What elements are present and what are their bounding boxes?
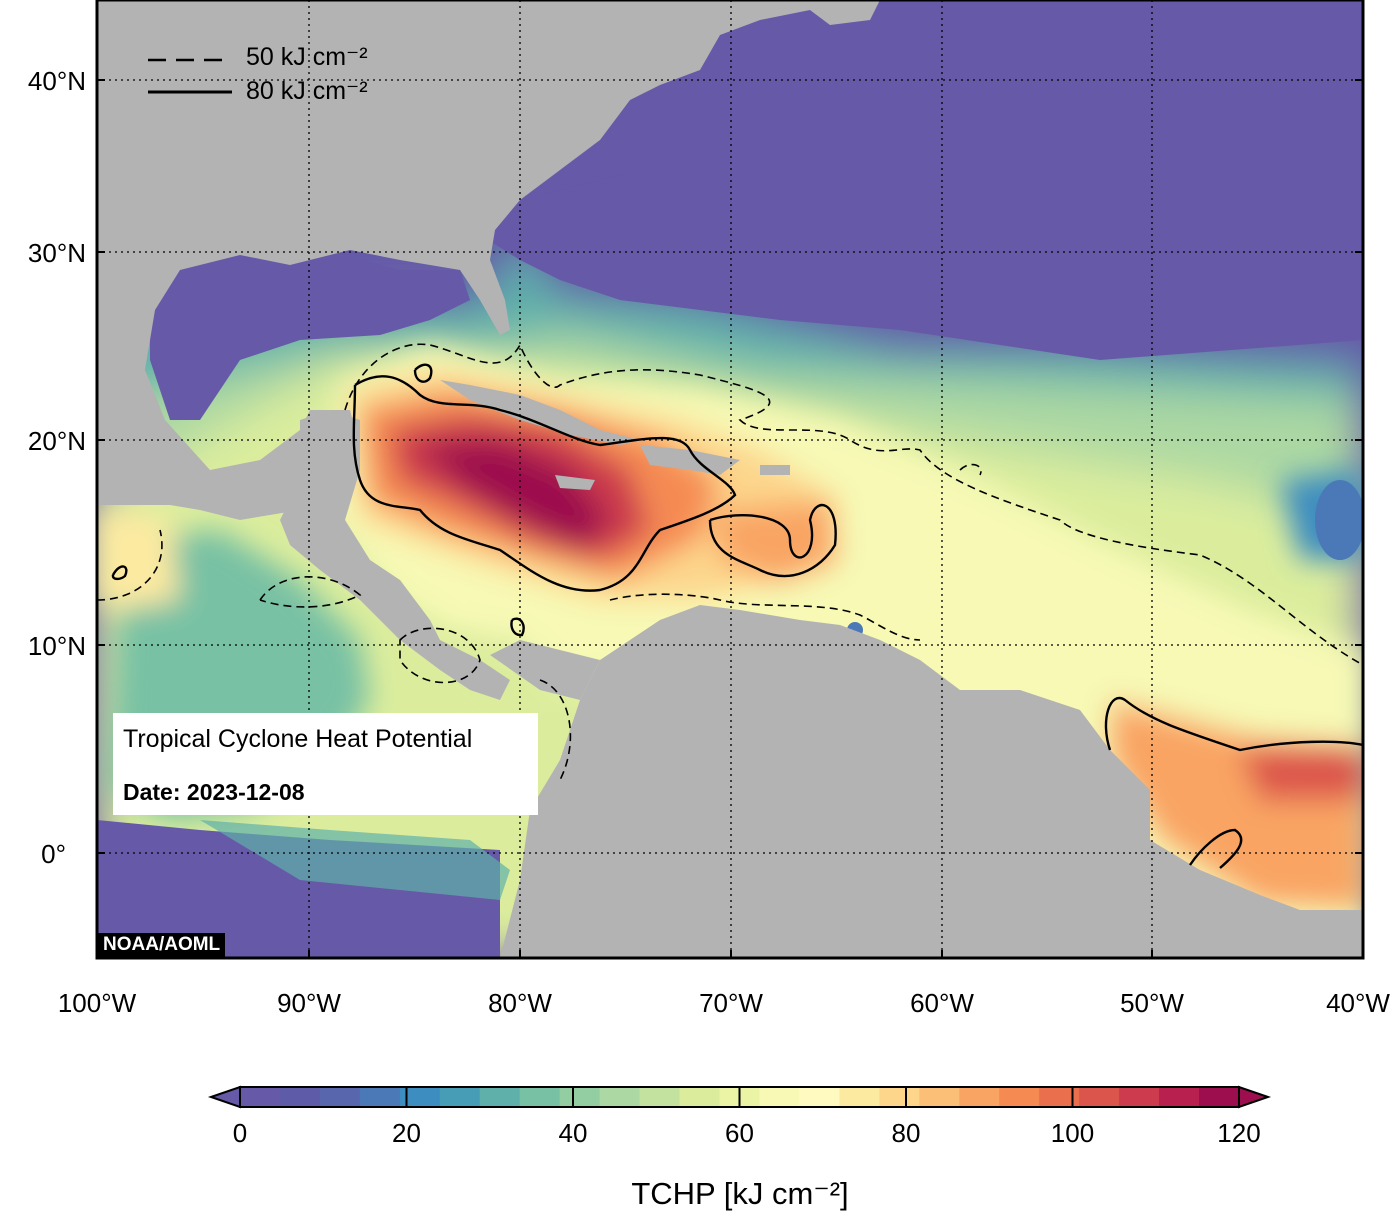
credit-badge: NOAA/AOML bbox=[98, 933, 226, 957]
legend-label-80: 80 kJ cm⁻² bbox=[246, 77, 368, 105]
colorbar-segment bbox=[759, 1087, 801, 1107]
colorbar-tick-label: 80 bbox=[892, 1118, 921, 1148]
contour-legend bbox=[148, 58, 232, 94]
colorbar-tick-label: 0 bbox=[233, 1118, 247, 1148]
colorbar-segment bbox=[1119, 1087, 1160, 1107]
colorbar-segment bbox=[839, 1087, 880, 1107]
colorbar-tick-label: 40 bbox=[559, 1118, 588, 1148]
lat-label-0: 0° bbox=[41, 839, 66, 869]
lon-label-70w: 70°W bbox=[699, 988, 763, 1018]
lon-label-60w: 60°W bbox=[910, 988, 974, 1018]
colorbar-segment bbox=[639, 1087, 681, 1107]
lon-label-100w: 100°W bbox=[58, 988, 137, 1018]
colorbar-segment bbox=[359, 1087, 401, 1107]
lat-label-40n: 40°N bbox=[28, 66, 86, 96]
map-area bbox=[97, 0, 1363, 958]
map-title: Tropical Cyclone Heat Potential bbox=[123, 725, 473, 753]
colorbar-tick-label: 100 bbox=[1051, 1118, 1094, 1148]
lat-label-10n: 10°N bbox=[28, 631, 86, 661]
colorbar-segment bbox=[879, 1087, 920, 1107]
colorbar-segment bbox=[999, 1087, 1040, 1107]
colorbar: 0 20 40 60 80 100 120 bbox=[207, 1085, 1272, 1148]
legend-label-50: 50 kJ cm⁻² bbox=[246, 43, 368, 71]
contour-50 bbox=[97, 343, 1363, 781]
colorbar-segment bbox=[799, 1087, 840, 1107]
colorbar-segment bbox=[1199, 1087, 1240, 1107]
info-box: Tropical Cyclone Heat Potential Date: 20… bbox=[113, 713, 538, 815]
colorbar-segment bbox=[599, 1087, 641, 1107]
lon-label-40w: 40°W bbox=[1326, 988, 1390, 1018]
colorbar-tick-label: 60 bbox=[725, 1118, 754, 1148]
map-date: Date: 2023-12-08 bbox=[123, 779, 305, 805]
colorbar-segment bbox=[439, 1087, 481, 1107]
colorbar-segment bbox=[279, 1087, 321, 1107]
lat-label-30n: 30°N bbox=[28, 238, 86, 268]
contour-80 bbox=[111, 363, 1363, 869]
colorbar-ticks: 0 20 40 60 80 100 120 bbox=[233, 1087, 1261, 1148]
colorbar-segment bbox=[1079, 1087, 1120, 1107]
lat-labels: 40°N 30°N 20°N 10°N 0° bbox=[28, 66, 86, 869]
colorbar-title: TCHP [kJ cm⁻²] bbox=[631, 1176, 849, 1211]
colorbar-segment bbox=[519, 1087, 561, 1107]
lon-label-80w: 80°W bbox=[488, 988, 552, 1018]
colorbar-tick-label: 20 bbox=[392, 1118, 421, 1148]
colorbar-high-extend bbox=[1238, 1085, 1272, 1109]
colorbar-segment bbox=[240, 1087, 281, 1107]
colorbar-segment bbox=[559, 1087, 601, 1107]
lon-labels: 100°W 90°W 80°W 70°W 60°W 50°W 40°W bbox=[58, 988, 1391, 1018]
colorbar-segment bbox=[919, 1087, 960, 1107]
colorbar-segment bbox=[1159, 1087, 1200, 1107]
colorbar-low-extend bbox=[207, 1085, 241, 1109]
colorbar-segment bbox=[679, 1087, 721, 1107]
colorbar-segments bbox=[240, 1087, 1240, 1107]
land-masses bbox=[97, 0, 1363, 958]
colorbar-segment bbox=[959, 1087, 1000, 1107]
colorbar-segment bbox=[1039, 1087, 1080, 1107]
colorbar-segment bbox=[399, 1087, 441, 1107]
colorbar-segment bbox=[479, 1087, 521, 1107]
lon-label-90w: 90°W bbox=[277, 988, 341, 1018]
colorbar-segment bbox=[319, 1087, 361, 1107]
map-ticks bbox=[97, 79, 1363, 958]
lat-label-20n: 20°N bbox=[28, 426, 86, 456]
lon-label-50w: 50°W bbox=[1120, 988, 1184, 1018]
colorbar-tick-label: 120 bbox=[1217, 1118, 1260, 1148]
